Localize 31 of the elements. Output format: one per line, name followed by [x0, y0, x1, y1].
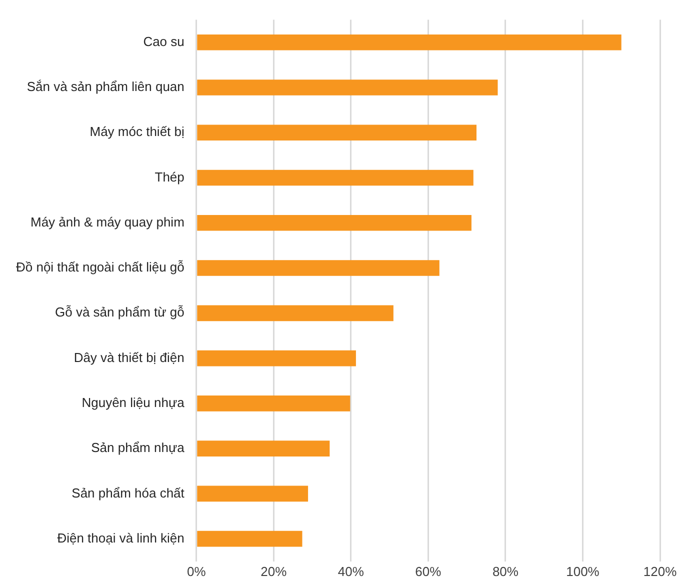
y-tick-label: Sản phẩm hóa chất — [72, 485, 185, 500]
bar — [197, 170, 474, 186]
y-tick-label: Máy móc thiết bị — [90, 124, 184, 140]
y-tick-label: Cao su — [143, 34, 184, 49]
y-tick-label: Nguyên liệu nhựa — [82, 395, 186, 410]
bar — [197, 215, 472, 231]
x-tick-label: 60% — [415, 564, 442, 579]
y-tick-label: Sắn và sản phẩm liên quan — [26, 79, 184, 94]
y-tick-label: Máy ảnh & máy quay phim — [30, 214, 184, 230]
y-tick-label: Sản phẩm nhựa — [91, 440, 186, 456]
x-tick-label: 120% — [643, 564, 678, 579]
x-tick-label: 80% — [492, 564, 519, 579]
x-tick-label: 40% — [338, 564, 364, 579]
bar — [197, 34, 622, 50]
bar — [197, 440, 330, 456]
bar — [197, 124, 476, 141]
bar — [197, 350, 356, 366]
bar — [197, 80, 498, 96]
bar — [197, 305, 394, 322]
y-tick-label: Điện thoại và linh kiện — [57, 530, 184, 546]
y-tick-label: Gỗ và sản phẩm từ gỗ — [55, 304, 184, 320]
bar — [197, 486, 308, 502]
bar — [197, 396, 350, 412]
x-tick-label: 0% — [187, 564, 206, 579]
bar — [197, 530, 302, 547]
y-tick-label: Đồ nội thất ngoài chất liệu gỗ — [16, 260, 184, 275]
bar — [197, 260, 440, 276]
x-tick-label: 100% — [566, 564, 600, 579]
x-tick-label: 20% — [260, 564, 288, 579]
y-tick-label: Thép — [154, 169, 184, 184]
y-tick-label: Dây và thiết bị điện — [74, 350, 184, 365]
